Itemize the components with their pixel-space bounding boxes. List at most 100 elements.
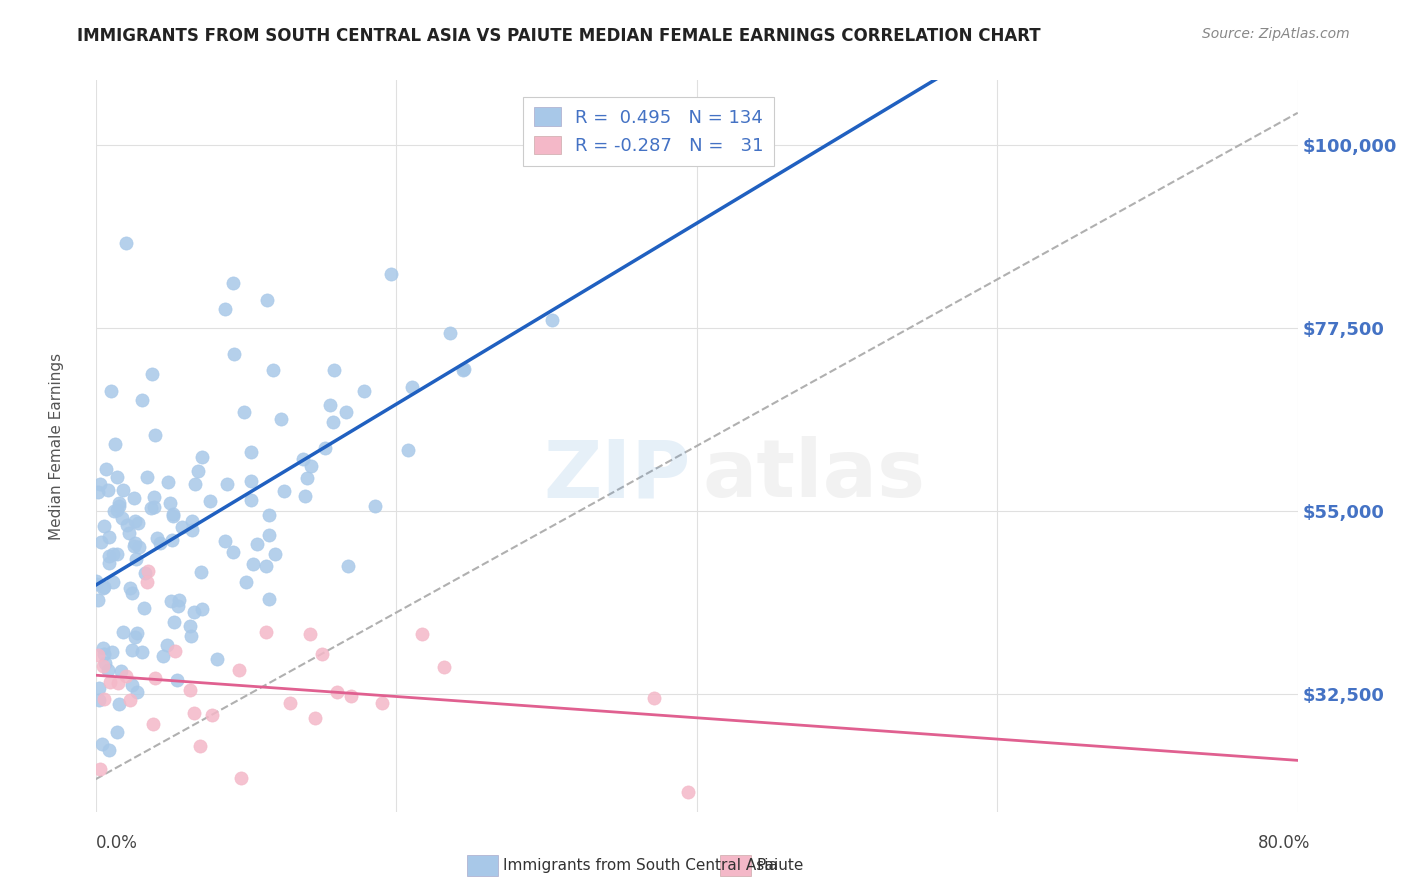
Point [180,629,202,643]
Point [451,363,474,377]
Point [232,405,254,419]
Point [257,528,280,542]
Point [143,500,166,515]
Point [105,470,128,484]
Point [86,576,108,591]
Point [172,520,194,534]
Point [380,267,402,281]
Point [124,536,146,550]
Point [299,626,322,640]
Text: Median Female Earnings: Median Female Earnings [49,352,63,540]
Point [136,564,159,578]
Point [91,659,114,673]
Point [239,492,262,507]
Point [87,693,110,707]
Point [115,517,138,532]
Point [121,678,143,692]
Point [115,668,138,682]
Point [231,771,253,785]
Point [224,346,246,360]
Point [273,483,295,498]
Point [103,547,125,561]
Point [145,531,167,545]
Point [100,645,122,659]
Point [156,638,179,652]
Point [128,540,150,554]
Point [93,647,115,661]
Point [97,483,120,497]
Point [125,551,148,566]
Point [97,663,120,677]
Point [353,384,375,398]
Point [179,683,201,698]
Point [321,415,343,429]
Point [396,443,419,458]
Point [114,235,136,250]
Text: Paiute: Paiute [756,858,804,872]
Point [319,399,342,413]
Point [162,508,184,523]
Point [132,601,155,615]
Point [89,477,111,491]
Point [215,477,238,491]
Point [111,510,134,524]
Point [124,514,146,528]
Point [152,648,174,663]
Text: ZIP: ZIP [543,436,690,515]
Point [89,762,111,776]
Point [235,575,257,590]
Point [291,452,314,467]
Point [121,586,143,600]
Point [131,645,153,659]
Point [94,656,117,670]
Point [322,362,344,376]
Point [110,664,132,678]
Point [228,663,250,677]
Point [125,685,148,699]
Point [143,671,166,685]
Point [91,581,114,595]
Point [295,471,318,485]
Point [294,489,316,503]
Point [180,514,202,528]
Point [433,660,456,674]
Point [254,558,277,573]
Point [190,565,212,579]
Point [111,624,134,639]
Point [166,673,188,687]
Point [254,624,277,639]
Point [242,558,264,572]
Point [200,708,222,723]
Point [90,535,112,549]
Point [98,557,121,571]
Point [160,533,183,547]
Point [278,696,301,710]
Point [136,469,159,483]
Point [105,725,128,739]
Point [98,742,121,756]
Point [240,474,263,488]
Text: 0.0%: 0.0% [96,834,138,852]
Point [205,651,228,665]
Point [118,525,141,540]
Point [246,537,269,551]
Point [263,547,285,561]
Point [121,643,143,657]
Point [98,674,121,689]
Point [108,698,131,712]
Point [187,464,209,478]
Point [103,575,125,590]
FancyBboxPatch shape [720,855,751,876]
Point [122,539,145,553]
Point [326,685,349,699]
Point [222,277,245,291]
Point [127,516,149,530]
Point [314,441,336,455]
FancyBboxPatch shape [467,855,498,876]
Point [131,393,153,408]
Point [159,594,181,608]
Point [98,549,121,563]
Point [163,644,186,658]
Point [90,738,112,752]
Point [120,581,142,595]
